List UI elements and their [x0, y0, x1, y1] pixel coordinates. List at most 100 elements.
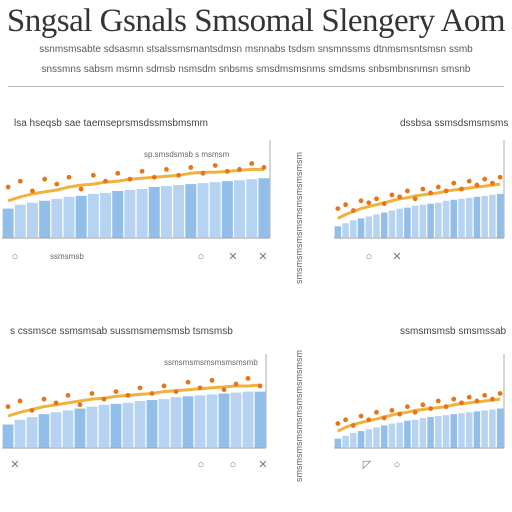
- bar: [496, 408, 504, 448]
- bar: [209, 182, 221, 238]
- bar: [465, 412, 473, 448]
- panel-2-title: dssbsa ssmsdsmsmsmsb: [400, 118, 508, 129]
- data-point: [125, 392, 131, 398]
- bar: [197, 183, 209, 238]
- data-point: [29, 408, 35, 413]
- bar: [473, 196, 481, 238]
- bar: [206, 394, 218, 448]
- bar: [2, 424, 14, 448]
- circle-icon[interactable]: ○: [197, 459, 205, 471]
- bar: [98, 404, 110, 448]
- bar: [450, 414, 458, 448]
- bar: [218, 393, 230, 448]
- bar: [435, 416, 442, 448]
- bar: [419, 417, 427, 448]
- bar: [134, 401, 146, 448]
- data-point: [397, 411, 403, 417]
- data-point: [343, 202, 348, 208]
- bar: [427, 416, 434, 448]
- data-point: [5, 404, 11, 410]
- bar: [148, 187, 160, 238]
- data-point: [149, 391, 155, 396]
- play-icon[interactable]: ◸: [362, 459, 372, 471]
- data-point: [482, 392, 488, 398]
- data-point: [185, 379, 191, 385]
- data-point: [151, 174, 157, 180]
- chart-panel-2: [334, 140, 505, 239]
- data-point: [350, 208, 356, 213]
- data-point: [474, 182, 480, 188]
- data-point: [397, 194, 403, 200]
- data-point: [89, 391, 95, 396]
- data-point: [374, 409, 379, 415]
- bar: [75, 195, 87, 238]
- bar: [334, 438, 342, 448]
- side-label-bottom: smsmsmsmsmsmsmsmsmsmsm: [294, 350, 304, 482]
- data-point: [137, 385, 143, 391]
- data-point: [5, 184, 11, 190]
- circle-icon[interactable]: ○: [365, 251, 373, 263]
- data-point: [443, 188, 449, 194]
- data-point: [435, 398, 441, 404]
- bar: [160, 186, 172, 238]
- data-point: [249, 161, 255, 166]
- data-point: [428, 406, 433, 411]
- bar: [442, 415, 450, 448]
- data-point: [358, 413, 364, 419]
- chart-panel-4: [334, 354, 505, 449]
- data-point: [381, 415, 387, 421]
- bar: [496, 193, 504, 238]
- close-icon[interactable]: ✕: [10, 459, 20, 471]
- data-point: [66, 174, 72, 180]
- bar: [173, 185, 185, 238]
- close-icon[interactable]: ✕: [258, 459, 268, 471]
- data-point: [335, 421, 341, 426]
- bar: [254, 391, 266, 448]
- data-point: [161, 383, 167, 389]
- bar: [100, 192, 112, 238]
- data-point: [78, 186, 84, 192]
- bar: [435, 202, 442, 238]
- bar: [481, 195, 488, 238]
- data-point: [381, 201, 387, 207]
- data-point: [389, 408, 395, 413]
- circle-icon[interactable]: ○: [197, 251, 205, 263]
- data-point: [466, 394, 472, 400]
- panel-3-title: s cssmsce ssmsmsab sussmsmemsmsb tsmsmsb: [10, 326, 233, 337]
- close-icon[interactable]: ✕: [228, 251, 238, 263]
- bar: [473, 411, 481, 448]
- chart-panel-3: [2, 354, 267, 449]
- bar: [373, 427, 380, 448]
- bar: [112, 190, 124, 238]
- bar: [404, 207, 411, 238]
- bar: [158, 399, 170, 448]
- data-point: [237, 167, 242, 172]
- bar: [234, 180, 246, 238]
- close-icon[interactable]: ✕: [258, 251, 268, 263]
- bar: [194, 395, 206, 448]
- bar: [86, 406, 98, 448]
- bar: [221, 181, 233, 238]
- data-point: [41, 396, 47, 402]
- bar: [38, 414, 50, 448]
- bar: [465, 197, 473, 238]
- bar: [122, 402, 134, 448]
- data-point: [53, 400, 59, 406]
- data-point: [497, 391, 503, 396]
- data-point: [482, 176, 488, 182]
- close-icon[interactable]: ✕: [392, 251, 402, 263]
- data-point: [42, 176, 48, 182]
- circle-icon[interactable]: ○: [229, 459, 237, 471]
- panel-1-footer: ssmsmsb: [50, 252, 84, 261]
- bar: [26, 416, 38, 448]
- bar: [357, 431, 365, 448]
- circle-icon[interactable]: ○: [11, 251, 19, 263]
- data-point: [209, 377, 215, 383]
- bar: [388, 423, 396, 448]
- data-point: [127, 176, 133, 182]
- bar: [170, 397, 182, 448]
- data-point: [139, 168, 145, 174]
- bar: [242, 391, 254, 448]
- circle-icon[interactable]: ○: [393, 459, 401, 471]
- data-point: [459, 400, 464, 406]
